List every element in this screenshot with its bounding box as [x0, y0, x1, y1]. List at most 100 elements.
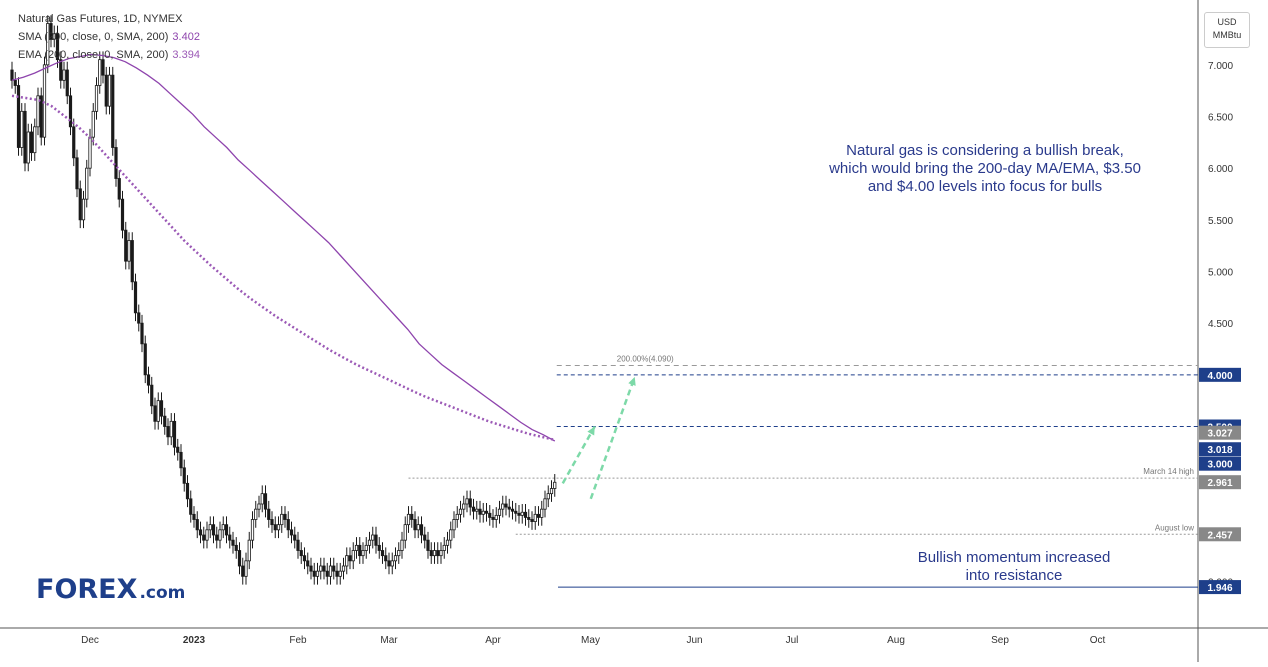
- candle[interactable]: [117, 178, 121, 200]
- candle[interactable]: [289, 529, 294, 536]
- candle[interactable]: [481, 510, 485, 515]
- candle[interactable]: [361, 550, 365, 557]
- candle[interactable]: [543, 498, 547, 510]
- candle[interactable]: [215, 534, 219, 541]
- candle[interactable]: [488, 512, 492, 518]
- candle[interactable]: [335, 570, 339, 577]
- candle[interactable]: [436, 550, 440, 557]
- candle[interactable]: [273, 524, 277, 531]
- candle[interactable]: [78, 188, 82, 221]
- candle[interactable]: [182, 467, 186, 484]
- candle[interactable]: [36, 95, 40, 128]
- candle[interactable]: [237, 550, 242, 567]
- candle[interactable]: [127, 240, 131, 262]
- candle[interactable]: [348, 555, 352, 562]
- candle[interactable]: [419, 524, 424, 536]
- candle[interactable]: [393, 555, 398, 562]
- candle[interactable]: [410, 513, 414, 520]
- ema-legend[interactable]: EMA (200, close, 0, SMA, 200) 3.394: [18, 49, 200, 61]
- candle[interactable]: [195, 519, 199, 531]
- candle[interactable]: [296, 539, 300, 551]
- candle[interactable]: [546, 493, 550, 500]
- candle[interactable]: [403, 524, 407, 541]
- sma-line[interactable]: [11, 53, 556, 442]
- candle[interactable]: [26, 131, 30, 164]
- candle[interactable]: [224, 524, 229, 536]
- candle[interactable]: [137, 312, 141, 324]
- candle[interactable]: [312, 570, 316, 577]
- candle[interactable]: [530, 519, 534, 522]
- candle[interactable]: [68, 95, 73, 128]
- candle[interactable]: [514, 510, 518, 514]
- candle[interactable]: [354, 544, 359, 551]
- candle[interactable]: [315, 570, 320, 577]
- candle[interactable]: [423, 534, 427, 541]
- candle[interactable]: [283, 513, 287, 520]
- candle[interactable]: [29, 131, 34, 154]
- ema-line[interactable]: [11, 94, 556, 442]
- candle[interactable]: [111, 74, 115, 148]
- candle[interactable]: [319, 565, 323, 572]
- candle[interactable]: [107, 74, 112, 107]
- candle[interactable]: [159, 400, 164, 417]
- candle[interactable]: [241, 565, 245, 577]
- candle[interactable]: [510, 508, 515, 512]
- candle[interactable]: [491, 517, 495, 520]
- candle[interactable]: [426, 539, 430, 551]
- candle[interactable]: [465, 498, 469, 505]
- candle[interactable]: [81, 198, 86, 221]
- candle[interactable]: [208, 524, 212, 531]
- candle[interactable]: [462, 503, 466, 510]
- candle[interactable]: [192, 513, 196, 520]
- candle[interactable]: [400, 539, 404, 551]
- candle[interactable]: [72, 126, 76, 159]
- candle[interactable]: [176, 446, 180, 453]
- candle[interactable]: [429, 550, 433, 557]
- candle[interactable]: [205, 529, 209, 541]
- candle[interactable]: [497, 508, 502, 516]
- candle[interactable]: [42, 64, 47, 138]
- candle[interactable]: [169, 420, 173, 438]
- candle[interactable]: [306, 560, 310, 567]
- candle[interactable]: [16, 85, 21, 148]
- candle[interactable]: [198, 529, 203, 536]
- candle[interactable]: [85, 167, 89, 200]
- candle[interactable]: [156, 400, 160, 422]
- candle[interactable]: [260, 493, 264, 505]
- candle[interactable]: [520, 511, 524, 516]
- sma-legend[interactable]: SMA (200, close, 0, SMA, 200) 3.402: [18, 31, 200, 43]
- candle[interactable]: [351, 550, 355, 562]
- candle[interactable]: [494, 514, 498, 520]
- currency-unit-button[interactable]: USD MMBtu: [1204, 12, 1250, 48]
- candle[interactable]: [101, 59, 105, 76]
- candle[interactable]: [445, 539, 450, 546]
- candle[interactable]: [150, 384, 154, 407]
- candle[interactable]: [179, 451, 183, 469]
- candle[interactable]: [254, 508, 258, 520]
- candle[interactable]: [439, 550, 443, 557]
- candle[interactable]: [358, 544, 362, 557]
- candle[interactable]: [432, 550, 437, 557]
- candle[interactable]: [527, 517, 531, 520]
- candle[interactable]: [517, 512, 521, 516]
- candle[interactable]: [250, 519, 255, 541]
- candle[interactable]: [293, 534, 297, 541]
- candle[interactable]: [484, 510, 489, 514]
- candle[interactable]: [247, 539, 251, 562]
- candle[interactable]: [387, 560, 391, 567]
- candle[interactable]: [328, 565, 333, 577]
- candle[interactable]: [234, 544, 238, 551]
- candle[interactable]: [59, 59, 63, 81]
- candle[interactable]: [185, 482, 190, 500]
- candle[interactable]: [449, 529, 453, 541]
- candle[interactable]: [91, 110, 95, 138]
- candle[interactable]: [104, 74, 108, 107]
- candle[interactable]: [504, 503, 508, 508]
- candle[interactable]: [270, 519, 274, 526]
- candle[interactable]: [325, 570, 329, 577]
- candle[interactable]: [322, 565, 326, 572]
- candle[interactable]: [384, 555, 388, 562]
- candle[interactable]: [367, 539, 372, 546]
- candle[interactable]: [55, 33, 60, 61]
